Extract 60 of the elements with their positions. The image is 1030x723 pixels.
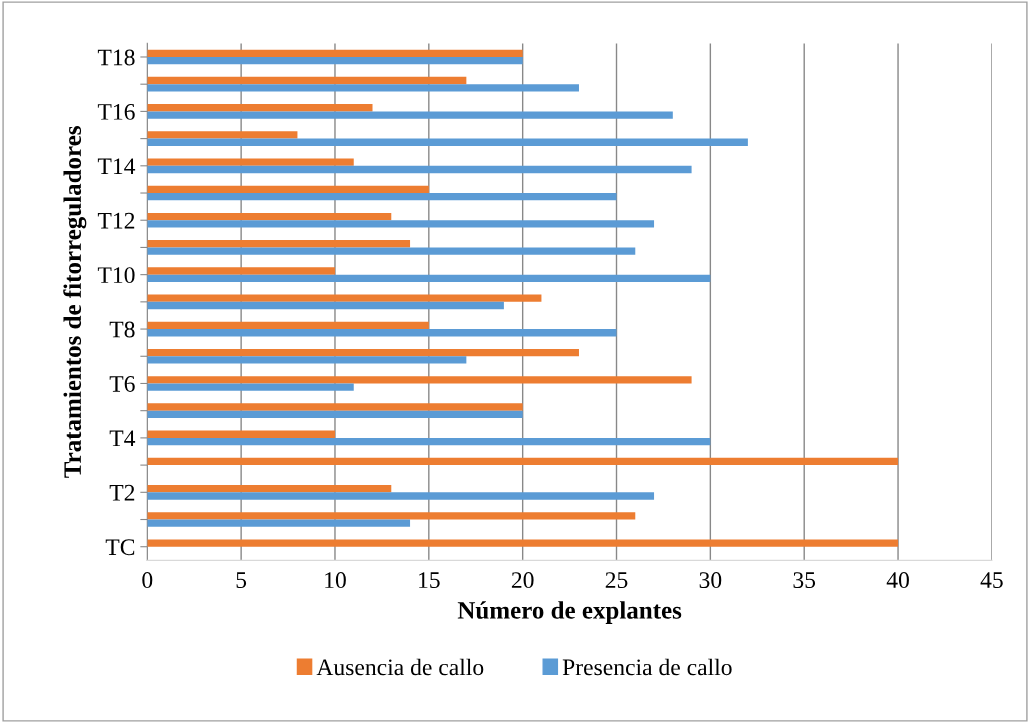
- x-tick-label: 0: [142, 572, 153, 589]
- x-tick-label: 10: [325, 572, 346, 589]
- legend-label: Ausencia de callo: [316, 658, 484, 676]
- bar: [147, 131, 298, 139]
- bar: [147, 193, 617, 201]
- y-axis-title: Tratamientos de fitorreguladores: [63, 126, 87, 478]
- bar: [147, 76, 467, 85]
- x-tick-label: 30: [699, 572, 722, 589]
- bar: [147, 247, 636, 255]
- bar: [147, 294, 542, 302]
- y-tick-label: T8: [109, 321, 135, 338]
- bar: [147, 484, 392, 493]
- bar: [147, 356, 467, 364]
- bar: [147, 158, 354, 166]
- y-tick-label: T2: [109, 484, 135, 501]
- y-tick-label: T18: [97, 49, 135, 66]
- bar: [147, 267, 335, 275]
- bar: [147, 492, 655, 500]
- y-tick-label: T6: [109, 376, 135, 392]
- bar: [147, 185, 429, 194]
- bar: [147, 329, 617, 337]
- bar: [147, 512, 636, 520]
- bar: [147, 49, 523, 57]
- y-tick-label: T14: [97, 158, 136, 175]
- y-tick-label: T10: [97, 267, 135, 284]
- bar: [147, 84, 579, 92]
- bar: [147, 56, 523, 65]
- bar: [147, 519, 411, 527]
- bar: [147, 104, 373, 112]
- x-tick-label: 15: [419, 572, 440, 589]
- bar: [147, 212, 392, 221]
- bar: [147, 437, 711, 446]
- x-tick-label: 35: [793, 572, 816, 589]
- x-tick-label: 40: [886, 572, 909, 589]
- x-tick-label: 5: [236, 572, 247, 589]
- bar: [147, 240, 411, 248]
- y-tick-label: T12: [97, 212, 135, 229]
- y-tick-label: T16: [97, 103, 135, 120]
- bar: [147, 403, 523, 411]
- legend-label: Presencia de callo: [562, 658, 732, 676]
- bar: [147, 410, 523, 419]
- y-tick-label: T4: [109, 430, 136, 447]
- x-tick-label: 25: [605, 572, 628, 589]
- bar: [147, 321, 429, 330]
- bar: [147, 138, 748, 146]
- bar: [147, 274, 711, 282]
- y-tick-label: TC: [105, 539, 135, 556]
- bar: [147, 111, 673, 119]
- bar: [147, 457, 899, 466]
- x-axis-title: Número de explantes: [457, 601, 682, 624]
- bar: [147, 376, 692, 384]
- bar: [147, 165, 692, 174]
- bar: [147, 430, 335, 438]
- x-tick-label: 45: [980, 572, 1003, 589]
- bar: [147, 348, 579, 357]
- bar: [147, 301, 504, 310]
- bar: [147, 539, 899, 547]
- x-tick-label: 20: [511, 572, 534, 589]
- bar: [147, 383, 354, 391]
- bar: [147, 220, 655, 228]
